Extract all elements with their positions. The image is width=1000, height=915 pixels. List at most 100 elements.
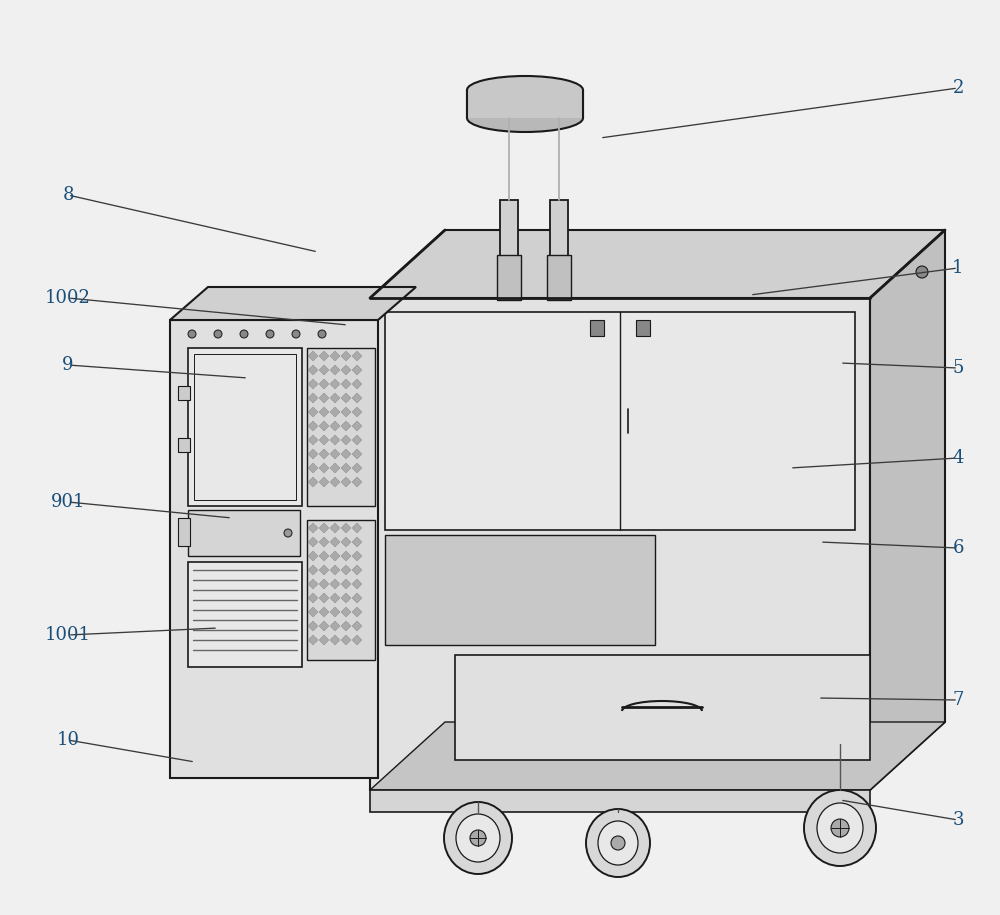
Ellipse shape	[817, 803, 863, 853]
Polygon shape	[352, 351, 362, 361]
Polygon shape	[330, 565, 340, 575]
Polygon shape	[308, 351, 318, 361]
Bar	[178, 438, 190, 452]
Polygon shape	[308, 435, 318, 445]
Bar	[370, 790, 870, 812]
Polygon shape	[352, 463, 362, 473]
Polygon shape	[308, 365, 318, 375]
Polygon shape	[319, 463, 329, 473]
Polygon shape	[341, 477, 351, 487]
Polygon shape	[341, 551, 351, 561]
Bar	[455, 655, 870, 760]
Polygon shape	[319, 579, 329, 589]
Polygon shape	[319, 421, 329, 431]
Polygon shape	[308, 477, 318, 487]
Polygon shape	[330, 379, 340, 389]
Polygon shape	[330, 407, 340, 417]
Polygon shape	[330, 607, 340, 617]
Bar	[385, 312, 855, 530]
Ellipse shape	[318, 330, 326, 338]
Ellipse shape	[240, 330, 248, 338]
Polygon shape	[308, 621, 318, 631]
Polygon shape	[341, 607, 351, 617]
Polygon shape	[352, 421, 362, 431]
Polygon shape	[319, 551, 329, 561]
Text: 1: 1	[952, 259, 964, 277]
Polygon shape	[308, 379, 318, 389]
Polygon shape	[341, 537, 351, 547]
Polygon shape	[330, 477, 340, 487]
Bar	[385, 535, 655, 645]
Polygon shape	[319, 435, 329, 445]
Polygon shape	[330, 421, 340, 431]
Bar	[467, 90, 583, 118]
Polygon shape	[330, 393, 340, 403]
Text: 10: 10	[56, 731, 80, 749]
Polygon shape	[308, 565, 318, 575]
Polygon shape	[319, 565, 329, 575]
Polygon shape	[352, 393, 362, 403]
Text: 9: 9	[62, 356, 74, 374]
Polygon shape	[319, 635, 329, 645]
Bar	[590, 320, 604, 336]
Polygon shape	[370, 722, 945, 790]
Polygon shape	[308, 463, 318, 473]
Ellipse shape	[916, 266, 928, 278]
Polygon shape	[319, 351, 329, 361]
Polygon shape	[352, 477, 362, 487]
Polygon shape	[330, 351, 340, 361]
Polygon shape	[341, 351, 351, 361]
Polygon shape	[319, 621, 329, 631]
Polygon shape	[341, 579, 351, 589]
Bar	[550, 200, 568, 295]
Text: 1001: 1001	[45, 626, 91, 644]
Polygon shape	[319, 477, 329, 487]
Bar	[636, 320, 650, 336]
Polygon shape	[319, 523, 329, 533]
Polygon shape	[308, 537, 318, 547]
Polygon shape	[352, 565, 362, 575]
Polygon shape	[330, 593, 340, 603]
Bar	[547, 255, 571, 300]
Ellipse shape	[444, 802, 512, 874]
Polygon shape	[319, 607, 329, 617]
Polygon shape	[319, 393, 329, 403]
Text: 3: 3	[952, 811, 964, 829]
Polygon shape	[330, 635, 340, 645]
Polygon shape	[308, 635, 318, 645]
Ellipse shape	[284, 529, 292, 537]
Polygon shape	[352, 365, 362, 375]
Text: 2: 2	[952, 79, 964, 97]
Bar	[307, 520, 375, 660]
Polygon shape	[341, 593, 351, 603]
Bar	[188, 348, 302, 506]
Polygon shape	[352, 635, 362, 645]
Polygon shape	[352, 379, 362, 389]
Text: 4: 4	[952, 449, 964, 467]
Ellipse shape	[586, 809, 650, 877]
Polygon shape	[341, 463, 351, 473]
Polygon shape	[341, 365, 351, 375]
Polygon shape	[330, 523, 340, 533]
Polygon shape	[352, 449, 362, 459]
Ellipse shape	[470, 830, 486, 846]
Ellipse shape	[598, 821, 638, 865]
Polygon shape	[352, 537, 362, 547]
Ellipse shape	[831, 819, 849, 837]
Polygon shape	[308, 449, 318, 459]
Polygon shape	[308, 393, 318, 403]
Polygon shape	[330, 537, 340, 547]
Polygon shape	[341, 635, 351, 645]
Polygon shape	[330, 463, 340, 473]
Polygon shape	[352, 579, 362, 589]
Bar	[497, 255, 521, 300]
Polygon shape	[308, 551, 318, 561]
Polygon shape	[870, 230, 945, 790]
Polygon shape	[352, 435, 362, 445]
Polygon shape	[170, 320, 378, 778]
Polygon shape	[341, 621, 351, 631]
Polygon shape	[352, 551, 362, 561]
Polygon shape	[330, 449, 340, 459]
Bar	[178, 518, 190, 546]
Polygon shape	[330, 551, 340, 561]
